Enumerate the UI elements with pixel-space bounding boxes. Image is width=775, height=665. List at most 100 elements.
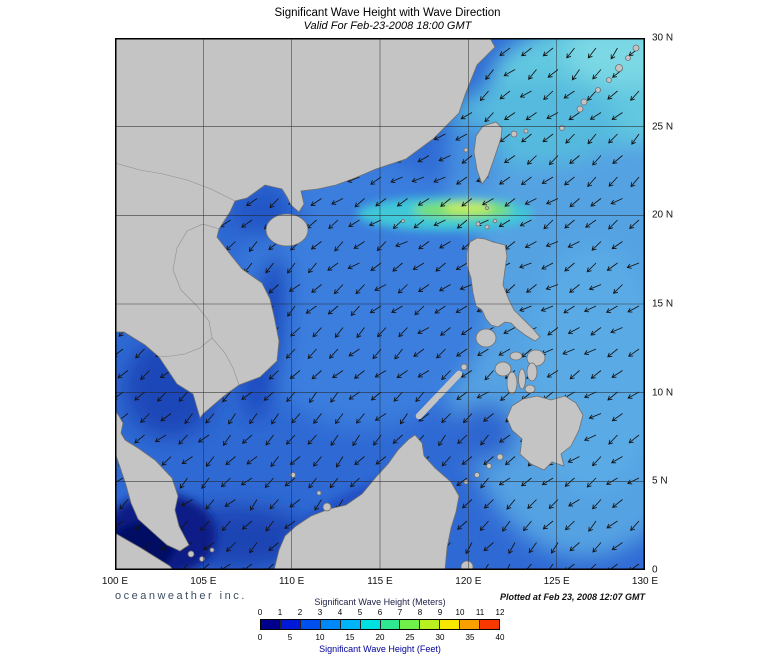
legend-meters-label: Significant Wave Height (Meters)	[314, 597, 446, 607]
x-tick-label: 110 E	[278, 576, 305, 587]
land-sumatra	[115, 532, 174, 570]
land-natuna	[322, 502, 332, 512]
land-china-indochina	[115, 38, 496, 419]
feet-tick-label: 35	[465, 633, 475, 642]
map-plot-area	[115, 38, 645, 570]
land-babuyan-1	[475, 221, 481, 227]
land-taiwan	[473, 121, 503, 185]
chart-title: Significant Wave Height with Wave Direct…	[274, 7, 501, 19]
land-borneo	[273, 434, 460, 570]
land-malay-peninsula	[115, 409, 190, 552]
feet-tick-label: 15	[345, 633, 355, 642]
land-hainan	[265, 213, 309, 247]
land-mindoro	[475, 328, 497, 348]
feet-tick-label: 10	[315, 633, 325, 642]
meters-tick-label: 1	[277, 608, 283, 617]
legend-meters-ticks: 0 1 2 3 4 5 6 7 8 9 10 11 12	[257, 608, 505, 617]
y-tick-label: 25 N	[652, 121, 674, 133]
land-ryukyu-9	[625, 55, 631, 61]
map-frame	[115, 38, 645, 570]
meters-tick-label: 12	[495, 608, 505, 617]
land-penghu	[463, 147, 469, 153]
land-anambas	[290, 472, 296, 478]
y-tick-label: 30 N	[652, 32, 674, 44]
plotted-timestamp: Plotted at Feb 23, 2008 12:07 GMT	[499, 592, 645, 602]
land-masbate	[509, 351, 523, 361]
feet-tick-label: 30	[435, 633, 445, 642]
feet-tick-label: 5	[287, 633, 293, 642]
land-ryukyu-4	[576, 105, 584, 113]
y-tick-label: 0	[652, 564, 658, 576]
meters-tick-label: 0	[257, 608, 263, 617]
graticule	[115, 38, 645, 570]
y-tick-label: 5 N	[652, 475, 668, 487]
meters-tick-label: 5	[357, 608, 363, 617]
land-ryukyu-2	[523, 128, 529, 134]
meters-tick-label: 9	[437, 608, 443, 617]
land-sulu-2	[486, 463, 492, 469]
map-svg	[115, 38, 645, 570]
x-tick-label: 130 E	[631, 576, 659, 587]
colorbar-segment	[340, 620, 361, 629]
land-babuyan-2	[484, 224, 490, 230]
land-ryukyu-3	[559, 125, 565, 131]
x-tick-label: 115 E	[367, 576, 393, 587]
y-tick-label: 15 N	[652, 298, 674, 310]
land-leyte	[526, 362, 538, 382]
colorbar-segment	[300, 620, 321, 629]
land-ryukyu-7	[606, 77, 612, 83]
y-tick-label: 20 N	[652, 209, 674, 221]
legend-feet-label: Significant Wave Height (Feet)	[319, 644, 441, 654]
land-sulu-3	[474, 472, 480, 478]
land-mindanao	[506, 395, 584, 471]
land-sulu-4	[463, 479, 469, 485]
meters-tick-label: 7	[397, 608, 403, 617]
feet-tick-label: 20	[375, 633, 385, 642]
colorbar-segment	[360, 620, 381, 629]
colorbar-segment	[320, 620, 341, 629]
colorbar-segment	[261, 620, 281, 629]
country-borders	[115, 162, 240, 386]
colorbar-segment	[400, 620, 421, 629]
colorbar-segment	[280, 620, 301, 629]
land-south-edge	[460, 560, 474, 570]
meters-tick-label: 8	[417, 608, 423, 617]
meters-tick-label: 11	[475, 608, 485, 617]
x-tick-label: 120 E	[455, 576, 482, 587]
x-tick-label: 100 E	[101, 576, 129, 587]
colorbar-segment	[460, 620, 481, 629]
feet-tick-label: 25	[405, 633, 415, 642]
land-pratas	[401, 219, 405, 223]
feet-tick-label: 40	[495, 633, 505, 642]
colorbar-segment	[420, 620, 441, 629]
land-palawan	[415, 370, 463, 420]
land-ryukyu-5	[580, 98, 588, 106]
colorbar-segment	[480, 620, 500, 629]
land-babuyan-3	[492, 218, 498, 224]
wave-height-colorbar	[260, 619, 500, 630]
land-bohol	[524, 384, 536, 394]
land-batanes	[485, 206, 489, 210]
colorbar-segment	[440, 620, 461, 629]
land-riau-1	[187, 550, 195, 558]
land-ryukyu-10	[632, 44, 640, 52]
chart-subtitle: Valid For Feb-23-2008 18:00 GMT	[303, 20, 472, 32]
meters-tick-label: 6	[377, 608, 383, 617]
land-negros	[506, 371, 518, 395]
colorbar-segment	[380, 620, 401, 629]
land-riau-3	[209, 547, 215, 553]
y-tick-label: 10 N	[652, 387, 674, 399]
meters-tick-label: 2	[297, 608, 303, 617]
land-panay	[494, 361, 512, 377]
land-ryukyu-8	[615, 64, 623, 72]
land-sulu-1	[496, 453, 504, 461]
x-tick-label: 105 E	[190, 576, 217, 587]
land-ryukyu-1	[510, 130, 518, 138]
land-natuna-2	[316, 490, 322, 496]
land-luzon	[466, 237, 541, 342]
land-cebu	[518, 368, 526, 390]
legend-feet-ticks: 0 5 10 15 20 25 30 35 40	[258, 633, 505, 642]
land-ryukyu-6	[595, 87, 601, 93]
oceanweather-logo-text: oceanweather inc.	[115, 590, 247, 602]
